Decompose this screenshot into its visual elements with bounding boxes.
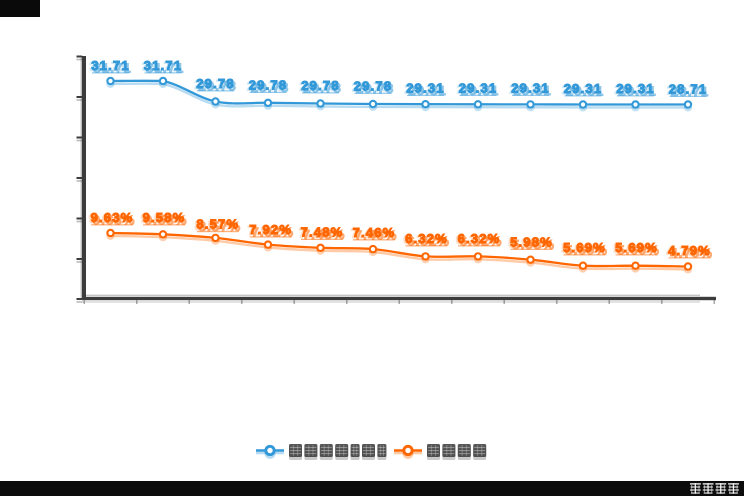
svg-text:5.69%: 5.69%	[617, 243, 660, 258]
svg-text:29.78: 29.78	[198, 79, 237, 94]
svg-text:29.31: 29.31	[509, 82, 548, 97]
svg-text:29.31: 29.31	[511, 80, 550, 95]
svg-text:7.48%: 7.48%	[301, 224, 344, 239]
svg-text:8.57%: 8.57%	[196, 217, 239, 232]
svg-text:29.31: 29.31	[408, 83, 447, 98]
svg-text:31.71: 31.71	[93, 61, 132, 76]
svg-text:7.46%: 7.46%	[351, 226, 394, 241]
svg-text:29.78: 29.78	[354, 78, 393, 93]
svg-text:29.78: 29.78	[299, 79, 338, 94]
svg-text:5.98%: 5.98%	[512, 237, 555, 252]
svg-text:9.58%: 9.58%	[145, 213, 188, 228]
svg-text:28.71: 28.71	[667, 83, 706, 98]
svg-text:9.63%: 9.63%	[89, 211, 132, 226]
svg-text:29.31: 29.31	[457, 82, 496, 97]
svg-text:31.71: 31.71	[89, 59, 128, 74]
svg-text:29.78: 29.78	[247, 79, 286, 94]
svg-text:9.63%: 9.63%	[91, 210, 134, 225]
svg-text:8.57%: 8.57%	[195, 218, 238, 233]
svg-text:7.48%: 7.48%	[299, 226, 342, 241]
svg-text:4.79%: 4.79%	[670, 246, 713, 261]
svg-text:4.79%: 4.79%	[666, 244, 709, 259]
svg-text:6.32%: 6.32%	[405, 231, 448, 246]
svg-text:31.71: 31.71	[144, 58, 183, 73]
svg-text:7.92%: 7.92%	[247, 223, 290, 238]
svg-text:29.78: 29.78	[303, 81, 342, 96]
svg-text:6.32%: 6.32%	[460, 234, 503, 249]
svg-text:31.71: 31.71	[91, 58, 130, 73]
svg-text:5.69%: 5.69%	[563, 240, 606, 255]
svg-text:29.31: 29.31	[566, 84, 605, 99]
svg-text:29.31: 29.31	[618, 84, 657, 99]
svg-text:28.71: 28.71	[669, 81, 708, 96]
svg-text:29.78: 29.78	[301, 78, 340, 93]
svg-text:29.31: 29.31	[406, 80, 445, 95]
svg-text:31.71: 31.71	[146, 61, 185, 76]
svg-text:29.31: 29.31	[564, 81, 603, 96]
svg-text:5.98%: 5.98%	[510, 234, 553, 249]
svg-text:29.78: 29.78	[249, 77, 288, 92]
svg-text:7.46%: 7.46%	[353, 225, 396, 240]
svg-text:29.78: 29.78	[251, 80, 290, 95]
svg-text:6.32%: 6.32%	[458, 231, 501, 246]
svg-text:7.48%: 7.48%	[303, 227, 346, 242]
svg-text:29.78: 29.78	[196, 76, 235, 91]
svg-text:29.31: 29.31	[614, 82, 653, 97]
svg-text:29.31: 29.31	[513, 83, 552, 98]
svg-text:29.31: 29.31	[562, 82, 601, 97]
svg-text:5.69%: 5.69%	[565, 243, 608, 258]
svg-text:5.69%: 5.69%	[561, 241, 604, 256]
svg-text:7.92%: 7.92%	[249, 222, 292, 237]
svg-text:9.58%: 9.58%	[143, 210, 186, 225]
svg-text:6.32%: 6.32%	[407, 234, 450, 249]
svg-text:28.71: 28.71	[671, 84, 710, 99]
svg-text:29.78: 29.78	[356, 81, 395, 96]
svg-text:29.78: 29.78	[352, 80, 391, 95]
svg-text:7.46%: 7.46%	[355, 228, 398, 243]
svg-text:29.78: 29.78	[194, 77, 233, 92]
svg-text:8.57%: 8.57%	[199, 219, 242, 234]
svg-text:31.71: 31.71	[142, 59, 181, 74]
svg-text:7.92%: 7.92%	[251, 225, 294, 240]
svg-text:29.31: 29.31	[459, 80, 498, 95]
svg-text:6.32%: 6.32%	[456, 232, 499, 247]
svg-text:4.79%: 4.79%	[668, 243, 711, 258]
svg-text:29.31: 29.31	[461, 83, 500, 98]
svg-text:6.32%: 6.32%	[403, 232, 446, 247]
svg-text:5.69%: 5.69%	[615, 240, 658, 255]
svg-text:9.58%: 9.58%	[141, 211, 184, 226]
svg-text:5.69%: 5.69%	[613, 241, 656, 256]
svg-text:9.63%: 9.63%	[93, 213, 136, 228]
svg-text:5.98%: 5.98%	[508, 236, 551, 251]
svg-text:29.31: 29.31	[404, 82, 443, 97]
svg-text:29.31: 29.31	[616, 81, 655, 96]
